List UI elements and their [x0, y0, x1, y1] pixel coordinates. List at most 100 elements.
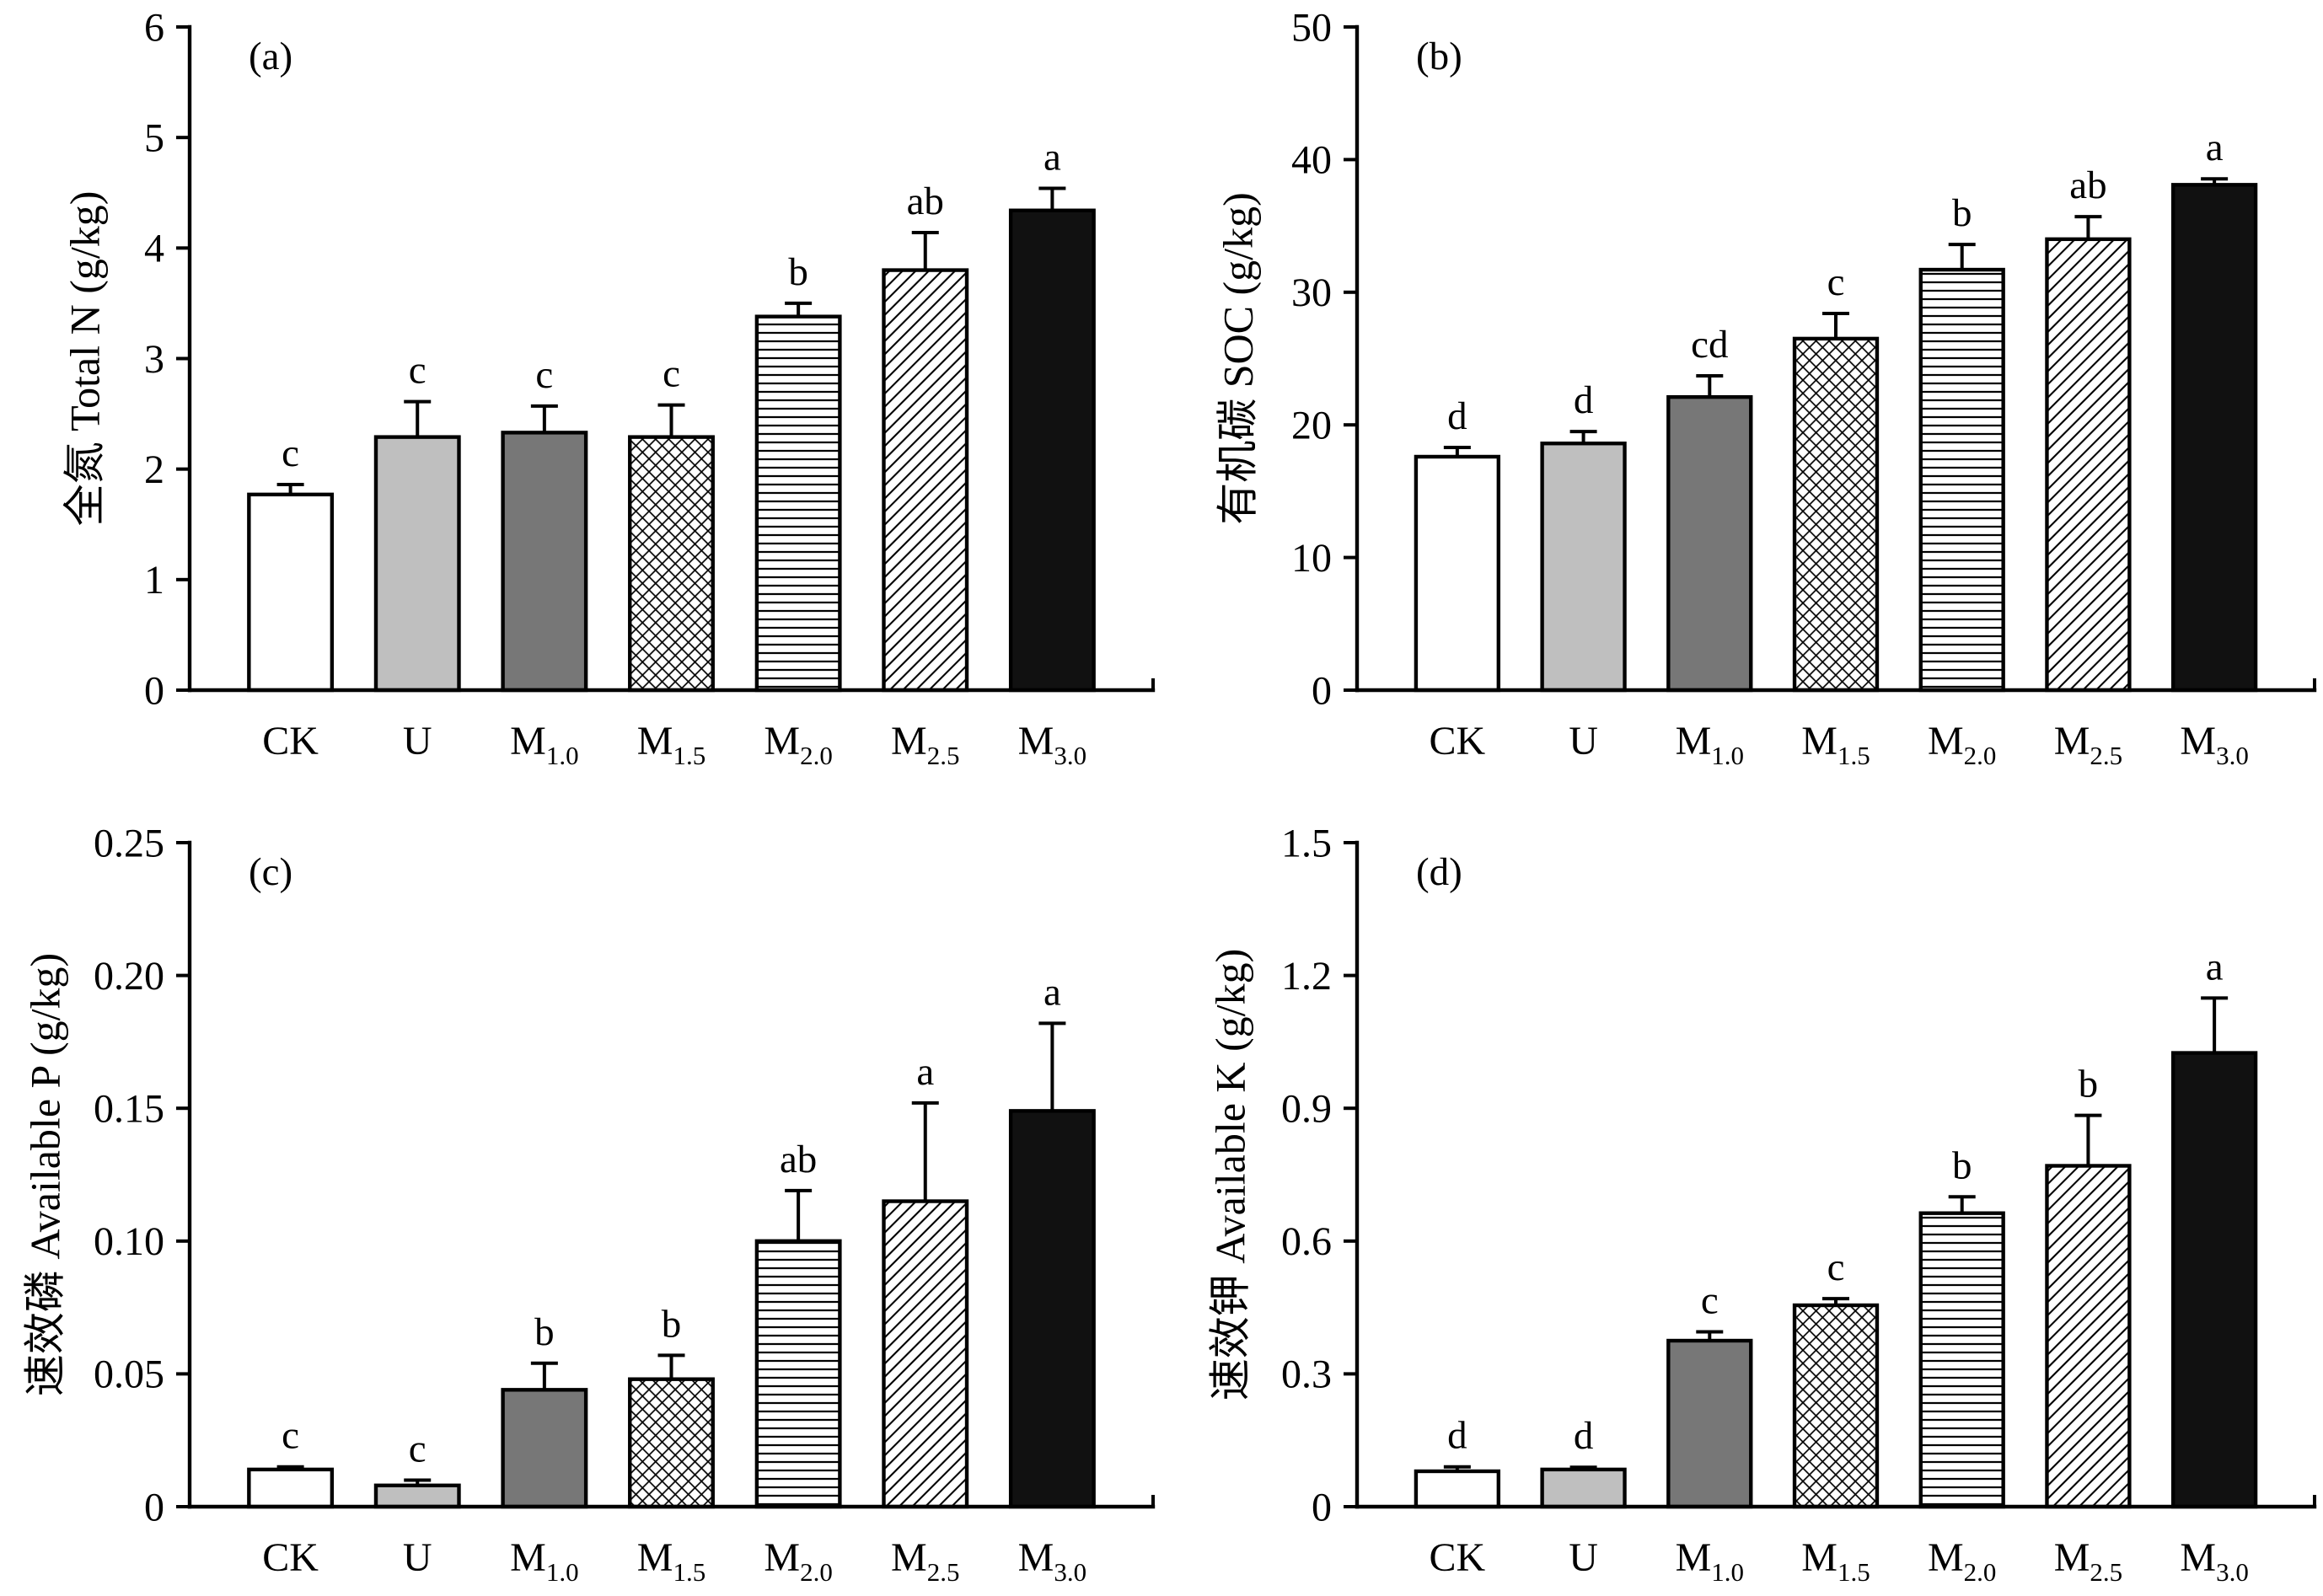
- significance-letter: c: [1701, 1278, 1719, 1322]
- x-tick-label-subscript: 2.0: [800, 741, 833, 770]
- significance-letter: d: [1574, 378, 1594, 422]
- y-tick-label: 6: [144, 5, 164, 50]
- x-tick-label-base: M: [2054, 719, 2090, 763]
- significance-letter: c: [409, 1427, 427, 1470]
- error-bar: [785, 301, 813, 317]
- x-tick-label: M3.0: [1018, 1535, 1086, 1587]
- y-tick-label: 4: [144, 227, 164, 271]
- x-tick-label-subscript: 3.0: [2216, 741, 2249, 770]
- error-bar: [1696, 373, 1724, 398]
- x-tick-label-subscript: 2.5: [927, 741, 960, 770]
- x-tick-label-base: U: [403, 1535, 432, 1580]
- significance-letter: b: [662, 1302, 682, 1346]
- bar: [373, 1483, 461, 1509]
- x-tick-label-subscript: 1.0: [546, 1557, 579, 1587]
- x-tick-label-base: CK: [1430, 1535, 1486, 1580]
- x-tick-label-base: M: [1676, 1535, 1712, 1580]
- y-axis-label: 全氮 Total N (g/kg): [62, 191, 109, 527]
- significance-letter: a: [2206, 945, 2224, 988]
- significance-letter: b: [534, 1310, 555, 1354]
- x-tick-label-base: M: [764, 719, 800, 763]
- y-tick-label: 1.5: [1281, 821, 1332, 865]
- error-bar: [1822, 1297, 1849, 1305]
- x-tick-label-base: M: [2180, 1535, 2216, 1580]
- significance-letter: c: [282, 1414, 299, 1458]
- error-bar: [2074, 215, 2102, 239]
- significance-letter: c: [409, 349, 427, 393]
- error-bar: [530, 1361, 558, 1390]
- bar: [1414, 454, 1501, 693]
- x-tick-label-base: M: [637, 719, 673, 763]
- bar: [2045, 1164, 2132, 1509]
- panel-d: dCKdUcM1.0cM1.5bM2.0bM2.5aM3.000.30.60.9…: [1207, 821, 2317, 1587]
- bar: [882, 268, 969, 693]
- significance-letter: a: [2206, 126, 2224, 169]
- x-tick-label-base: M: [510, 1535, 546, 1580]
- significance-letter: b: [2079, 1063, 2099, 1106]
- x-tick-label-subscript: 1.5: [1837, 1557, 1870, 1587]
- x-tick-label-subscript: 3.0: [1054, 741, 1086, 770]
- x-tick-label-base: M: [2054, 1535, 2090, 1580]
- x-tick-label-base: M: [1676, 719, 1712, 763]
- x-tick-label-base: M: [764, 1535, 800, 1580]
- significance-letter: ab: [907, 179, 944, 223]
- error-bar: [1948, 243, 1976, 270]
- y-axis-label: 有机碳 SOC (g/kg): [1215, 192, 1262, 524]
- y-tick-label: 0: [144, 1485, 164, 1529]
- bar: [247, 492, 335, 693]
- x-tick-label-base: M: [1801, 719, 1837, 763]
- significance-letter: c: [1827, 260, 1845, 304]
- x-tick-label: M2.5: [2054, 1535, 2122, 1587]
- bar: [1008, 208, 1096, 693]
- x-tick-label-base: M: [1018, 719, 1054, 763]
- error-bar: [657, 403, 685, 437]
- y-tick-label: 0.6: [1281, 1219, 1332, 1264]
- bar: [1918, 1211, 2005, 1509]
- x-tick-label: M3.0: [1018, 719, 1086, 770]
- y-tick-label: 1.2: [1281, 954, 1332, 999]
- bar: [882, 1199, 969, 1509]
- significance-letter: d: [1447, 1414, 1467, 1458]
- x-tick-label: M2.5: [891, 1535, 959, 1587]
- y-tick-label: 0.05: [94, 1352, 164, 1397]
- y-tick-label: 10: [1291, 536, 1332, 581]
- error-bar: [530, 404, 558, 433]
- x-tick-label-subscript: 2.5: [2090, 741, 2122, 770]
- x-tick-label-subscript: 1.5: [673, 741, 705, 770]
- error-bar: [2074, 1113, 2102, 1166]
- significance-letter: c: [1827, 1245, 1845, 1289]
- y-tick-label: 40: [1291, 138, 1332, 183]
- x-tick-label-subscript: 2.5: [927, 1557, 960, 1587]
- x-tick-label-base: CK: [262, 1535, 319, 1580]
- x-tick-label-base: M: [891, 1535, 927, 1580]
- x-tick-label: M1.0: [1676, 1535, 1744, 1587]
- x-tick-label-base: U: [403, 719, 432, 763]
- bar: [754, 1239, 842, 1509]
- bar: [1792, 1303, 1880, 1509]
- x-tick-label-base: CK: [262, 719, 319, 763]
- x-tick-label-base: U: [1569, 1535, 1598, 1580]
- error-bar: [911, 230, 939, 270]
- error-bar: [1569, 1465, 1597, 1470]
- x-tick-label-base: M: [1801, 1535, 1837, 1580]
- bar: [1414, 1469, 1501, 1509]
- x-tick-label: M1.5: [637, 719, 705, 770]
- y-tick-label: 0.15: [94, 1087, 164, 1132]
- x-tick-label-base: M: [510, 719, 546, 763]
- bar: [628, 435, 715, 693]
- y-tick-label: 2: [144, 447, 164, 492]
- significance-letter: a: [1043, 136, 1061, 179]
- x-tick-label-subscript: 1.0: [1711, 1557, 1744, 1587]
- panel-label: (d): [1416, 850, 1462, 894]
- bar: [373, 435, 461, 693]
- error-bar: [1443, 445, 1471, 457]
- x-tick-label-subscript: 1.0: [546, 741, 579, 770]
- x-tick-label-base: M: [891, 719, 927, 763]
- x-tick-label-subscript: 1.5: [673, 1557, 705, 1587]
- x-tick-label: M2.0: [1928, 719, 1996, 770]
- bar: [1540, 442, 1627, 693]
- y-tick-label: 20: [1291, 404, 1332, 448]
- y-tick-label: 0: [144, 668, 164, 713]
- bar: [1666, 394, 1753, 693]
